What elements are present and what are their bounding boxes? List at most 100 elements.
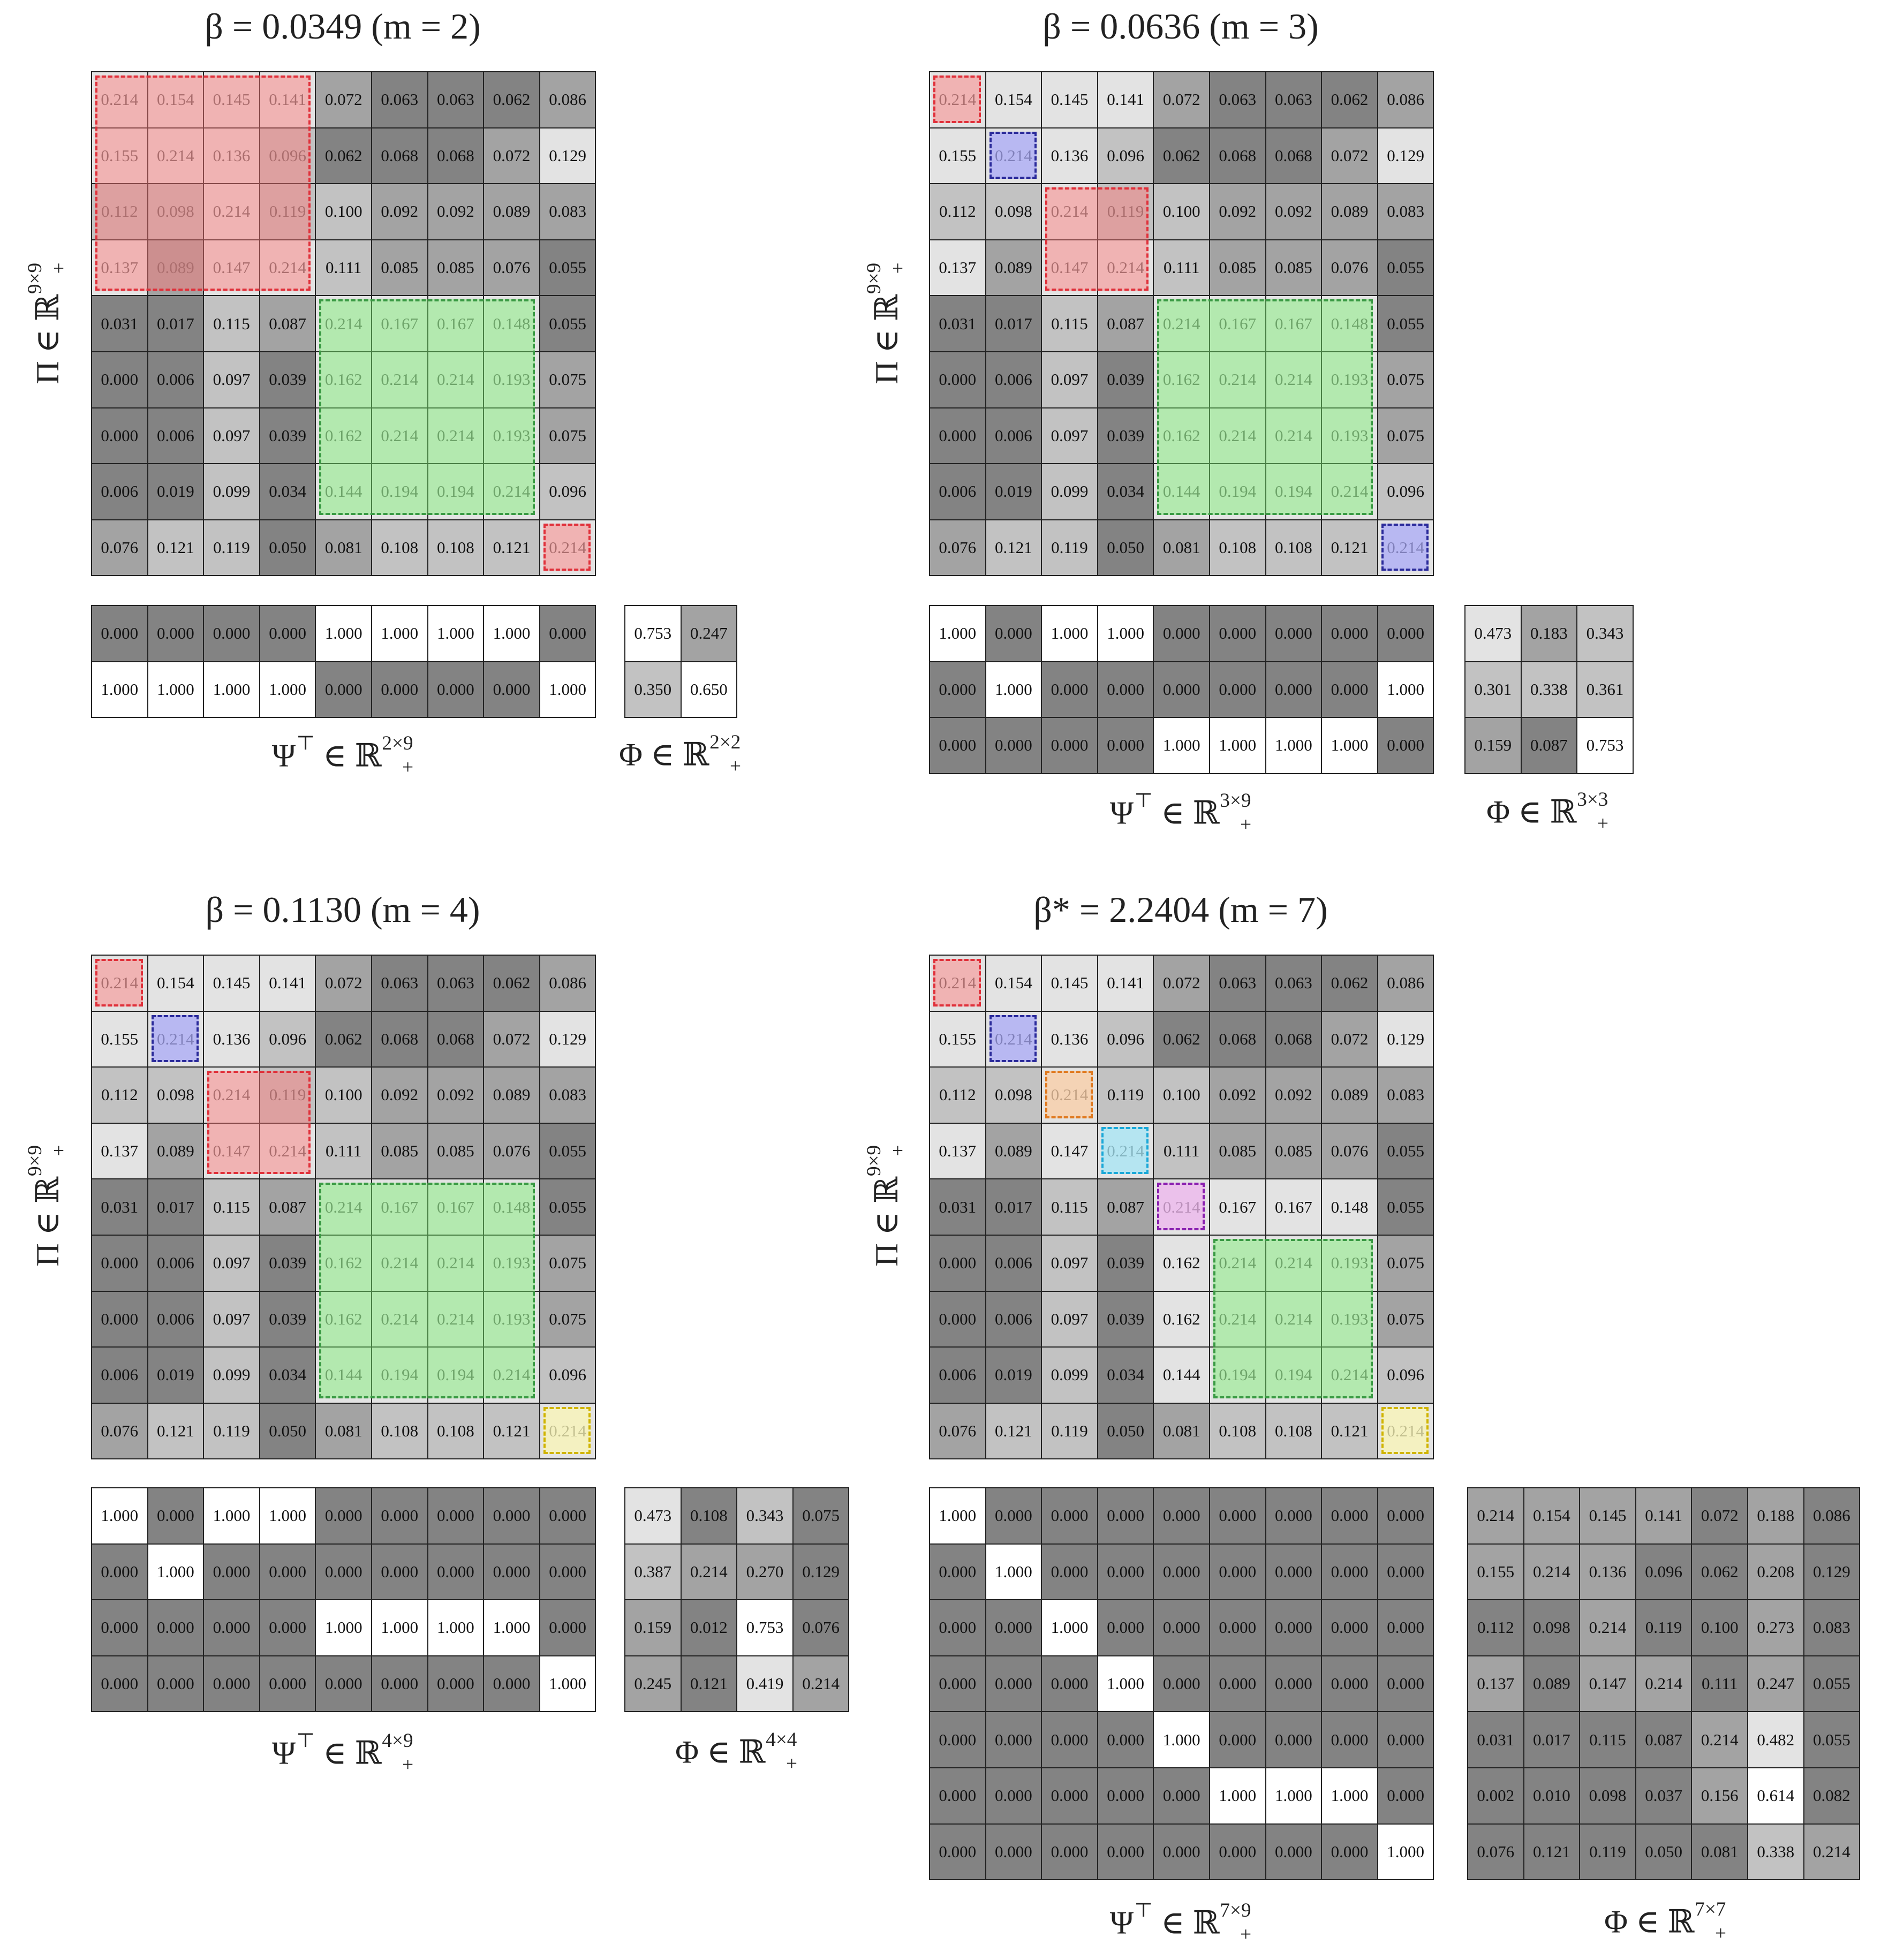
phi-matrix-m7-cell: 0.155 — [1467, 1543, 1524, 1601]
psi-label-m3-sub: + — [1240, 813, 1252, 836]
pi-matrix-m2-cell: 0.086 — [539, 71, 596, 128]
phi-matrix-m4: 0.473 0.108 0.343 0.075 0.387 0.214 0.270 0.129… — [624, 1487, 850, 1713]
psi-matrix-m4-cell: 0.000 — [483, 1543, 540, 1601]
psi-matrix-m7-cell: 0.000 — [1209, 1487, 1266, 1545]
psi-matrix-m2-cell: 0.000 — [91, 605, 148, 662]
pi-matrix-m4-cell: 0.000 — [91, 1235, 148, 1292]
pi-matrix-m3-cell: 0.097 — [1041, 351, 1098, 408]
pi-matrix-m2-cell: 0.112 — [91, 183, 148, 240]
phi-label-m3-sym: Φ — [1486, 794, 1510, 830]
phi-matrix-m7-cell: 0.188 — [1747, 1487, 1804, 1545]
psi-matrix-m4-cell: 0.000 — [147, 1655, 205, 1713]
phi-matrix-m7-cell: 0.214 — [1635, 1655, 1693, 1713]
pi-matrix-m2-cell: 0.115 — [203, 295, 260, 352]
pi-matrix-m2-cell: 0.147 — [203, 239, 260, 297]
pi-matrix-m7-cell: 0.092 — [1209, 1066, 1266, 1124]
pi-matrix-m3-cell: 0.214 — [1209, 407, 1266, 465]
pi-matrix-m3-cell: 0.119 — [1041, 519, 1098, 577]
pi-matrix-m7-cell: 0.137 — [929, 1122, 986, 1180]
psi-matrix-m3-cell: 1.000 — [1377, 661, 1434, 718]
phi-matrix-m4-cell: 0.419 — [736, 1655, 794, 1713]
phi-matrix-m7-cell: 0.156 — [1691, 1767, 1748, 1825]
psi-matrix-m7-cell: 0.000 — [985, 1767, 1043, 1825]
pi-matrix-m4-cell: 0.214 — [539, 1402, 596, 1460]
pi-matrix-m4-cell: 0.000 — [91, 1290, 148, 1348]
pi-matrix-m3-cell: 0.081 — [1153, 519, 1210, 577]
pi-matrix-m4-cell: 0.089 — [147, 1122, 205, 1180]
pi-matrix-m2-cell: 0.076 — [91, 519, 148, 577]
pi-matrix-m3-cell: 0.096 — [1097, 127, 1154, 185]
pi-matrix-m7-cell: 0.214 — [929, 955, 986, 1012]
pi-matrix-m3-cell: 0.214 — [1265, 351, 1323, 408]
pi-matrix-m4-cell: 0.055 — [539, 1122, 596, 1180]
psi-label-m7-sub: + — [1240, 1923, 1252, 1946]
pi-matrix-m2-cell: 0.119 — [259, 183, 316, 240]
psi-matrix-m2-cell: 0.000 — [371, 661, 428, 718]
pi-matrix-m4-cell: 0.115 — [203, 1178, 260, 1236]
pi-matrix-m4-cell: 0.100 — [315, 1066, 372, 1124]
pi-matrix-m2-cell: 0.085 — [371, 239, 428, 297]
pi-matrix-m3-cell: 0.075 — [1377, 351, 1434, 408]
pi-matrix-m7-cell: 0.100 — [1153, 1066, 1210, 1124]
pi-matrix-m4: 0.214 0.154 0.145 0.141 0.072 0.063 0.063 0.062… — [91, 955, 596, 1460]
psi-matrix-m7-cell: 0.000 — [1153, 1599, 1210, 1656]
pi-matrix-m7-cell: 0.076 — [1321, 1122, 1378, 1180]
pi-matrix-m7-cell: 0.055 — [1377, 1122, 1434, 1180]
psi-matrix-m3-cell: 0.000 — [1097, 661, 1154, 718]
pi-matrix-m2-cell: 0.167 — [371, 295, 428, 352]
pi-matrix-m7-cell: 0.096 — [1097, 1010, 1154, 1068]
psi-matrix-m2-cell: 1.000 — [427, 605, 485, 662]
pi-matrix-m7-cell: 0.167 — [1265, 1178, 1323, 1236]
pi-label-m3-sup: 9×9 — [863, 262, 886, 294]
psi-matrix-m4-cell: 0.000 — [259, 1599, 316, 1656]
psi-matrix-m7-cell: 0.000 — [1153, 1823, 1210, 1881]
pi-matrix-m2-cell: 0.108 — [427, 519, 485, 577]
pi-matrix-m3-cell: 0.193 — [1321, 407, 1378, 465]
psi-matrix-m3-cell: 1.000 — [985, 661, 1043, 718]
psi-matrix-m7-cell: 0.000 — [1265, 1487, 1323, 1545]
phi-matrix-m7-cell: 0.129 — [1803, 1543, 1861, 1601]
pi-matrix-m7-cell: 0.075 — [1377, 1290, 1434, 1348]
pi-matrix-m7-cell: 0.062 — [1153, 1010, 1210, 1068]
psi-matrix-m4-cell: 0.000 — [371, 1655, 428, 1713]
pi-matrix-m7-cell: 0.072 — [1321, 1010, 1378, 1068]
pi-matrix-m2-cell: 0.039 — [259, 351, 316, 408]
pi-matrix-m7-cell: 0.083 — [1377, 1066, 1434, 1124]
phi-matrix-m7-cell: 0.037 — [1635, 1767, 1693, 1825]
psi-matrix-m7-cell: 0.000 — [1209, 1655, 1266, 1713]
psi-matrix-m7-cell: 0.000 — [1209, 1711, 1266, 1768]
pi-matrix-m7-cell: 0.148 — [1321, 1178, 1378, 1236]
pi-matrix-m2-cell: 0.072 — [483, 127, 540, 185]
pi-matrix-m2-cell: 0.167 — [427, 295, 485, 352]
pi-matrix-m2-cell: 0.098 — [147, 183, 205, 240]
pi-matrix-m3-cell: 0.100 — [1153, 183, 1210, 240]
pi-matrix-m3-cell: 0.214 — [929, 71, 986, 128]
pi-matrix-m4-cell: 0.097 — [203, 1235, 260, 1292]
pi-matrix-m4-cell: 0.148 — [483, 1178, 540, 1236]
pi-matrix-m3-cell: 0.112 — [929, 183, 986, 240]
psi-matrix-m4-cell: 0.000 — [315, 1487, 372, 1545]
pi-matrix-m3-cell: 0.167 — [1209, 295, 1266, 352]
psi-matrix-m7-cell: 0.000 — [1377, 1767, 1434, 1825]
pi-matrix-m3-cell: 0.068 — [1265, 127, 1323, 185]
psi-matrix-m7-cell: 0.000 — [1153, 1767, 1210, 1825]
pi-matrix-m4-cell: 0.214 — [91, 955, 148, 1012]
psi-label-m3-sup: 3×9 — [1220, 790, 1251, 812]
pi-matrix-m3-cell: 0.136 — [1041, 127, 1098, 185]
psi-matrix-m7-cell: 0.000 — [1097, 1711, 1154, 1768]
pi-matrix-m3-cell: 0.155 — [929, 127, 986, 185]
phi-matrix-m7-cell: 0.010 — [1523, 1767, 1581, 1825]
psi-label-m4: Ψ⊤ ∈ ℝ4×9+ — [272, 1728, 413, 1776]
psi-label-m4-sym: Ψ — [271, 1735, 296, 1771]
psi-matrix-m3-cell: 0.000 — [1321, 605, 1378, 662]
pi-matrix-m7-cell: 0.167 — [1209, 1178, 1266, 1236]
pi-matrix-m4-cell: 0.087 — [259, 1178, 316, 1236]
psi-matrix-m7-cell: 1.000 — [1265, 1767, 1323, 1825]
pi-matrix-m2-cell: 0.214 — [483, 463, 540, 520]
phi-matrix-m7-cell: 0.087 — [1635, 1711, 1693, 1768]
psi-matrix-m7-cell: 0.000 — [1209, 1543, 1266, 1601]
psi-label-m7-sup: ⊤ — [1134, 1900, 1153, 1921]
pi-matrix-m7-cell: 0.214 — [1321, 1346, 1378, 1404]
psi-matrix-m7-cell: 0.000 — [929, 1543, 986, 1601]
phi-label-m2: Φ ∈ ℝ2×2+ — [619, 731, 741, 778]
